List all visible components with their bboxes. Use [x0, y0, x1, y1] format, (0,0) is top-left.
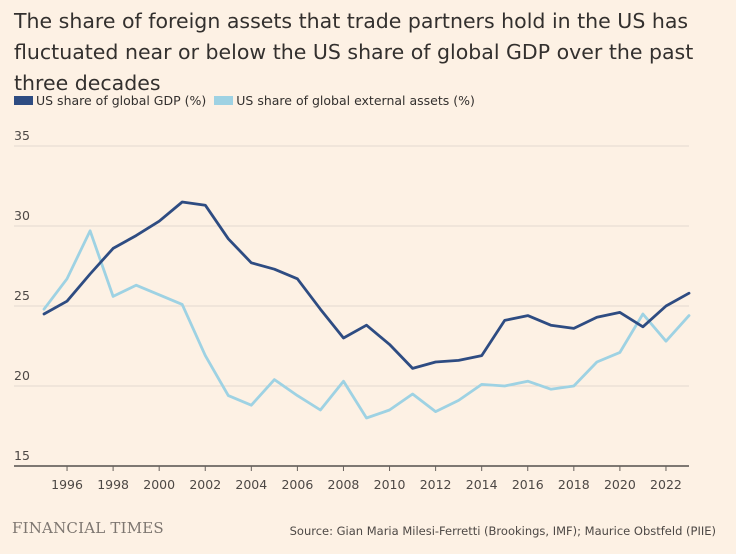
legend-item-assets: US share of global external assets (%) [214, 93, 475, 108]
y-tick-label-25: 25 [14, 288, 30, 303]
y-tick-label-15: 15 [14, 448, 30, 463]
chart-title: The share of foreign assets that trade p… [14, 9, 694, 95]
y-tick-label-20: 20 [14, 368, 30, 383]
x-tick-label-2000: 2000 [143, 477, 175, 492]
ft-logo-text: FINANCIAL TIMES [12, 519, 164, 537]
legend-swatch-assets [214, 96, 234, 105]
x-tick-label-2004: 2004 [235, 477, 267, 492]
legend-label-assets: US share of global external assets (%) [236, 93, 475, 108]
series-line-external-assets-share [42, 229, 691, 420]
x-tick-label-2018: 2018 [558, 477, 590, 492]
x-tick-label-2010: 2010 [374, 477, 406, 492]
y-tick-label-30: 30 [14, 208, 30, 223]
x-tick-label-2022: 2022 [650, 477, 682, 492]
legend-swatch-gdp [14, 96, 33, 105]
y-tick-label-35: 35 [14, 128, 30, 143]
x-tick-label-2012: 2012 [420, 477, 452, 492]
legend: US share of global GDP (%) US share of g… [14, 93, 483, 108]
series-line-gdp-share [42, 200, 691, 370]
x-tick-label-2006: 2006 [281, 477, 313, 492]
x-tick-label-1998: 1998 [97, 477, 129, 492]
x-tick-label-2008: 2008 [328, 477, 360, 492]
source-note: Source: Gian Maria Milesi-Ferretti (Broo… [289, 524, 716, 538]
x-tick-label-2002: 2002 [189, 477, 221, 492]
x-tick-label-2014: 2014 [466, 477, 498, 492]
x-tick-label-1996: 1996 [51, 477, 83, 492]
legend-item-gdp: US share of global GDP (%) [14, 93, 206, 108]
legend-label-gdp: US share of global GDP (%) [36, 93, 207, 108]
x-tick-label-2020: 2020 [604, 477, 636, 492]
x-tick-label-2016: 2016 [512, 477, 544, 492]
